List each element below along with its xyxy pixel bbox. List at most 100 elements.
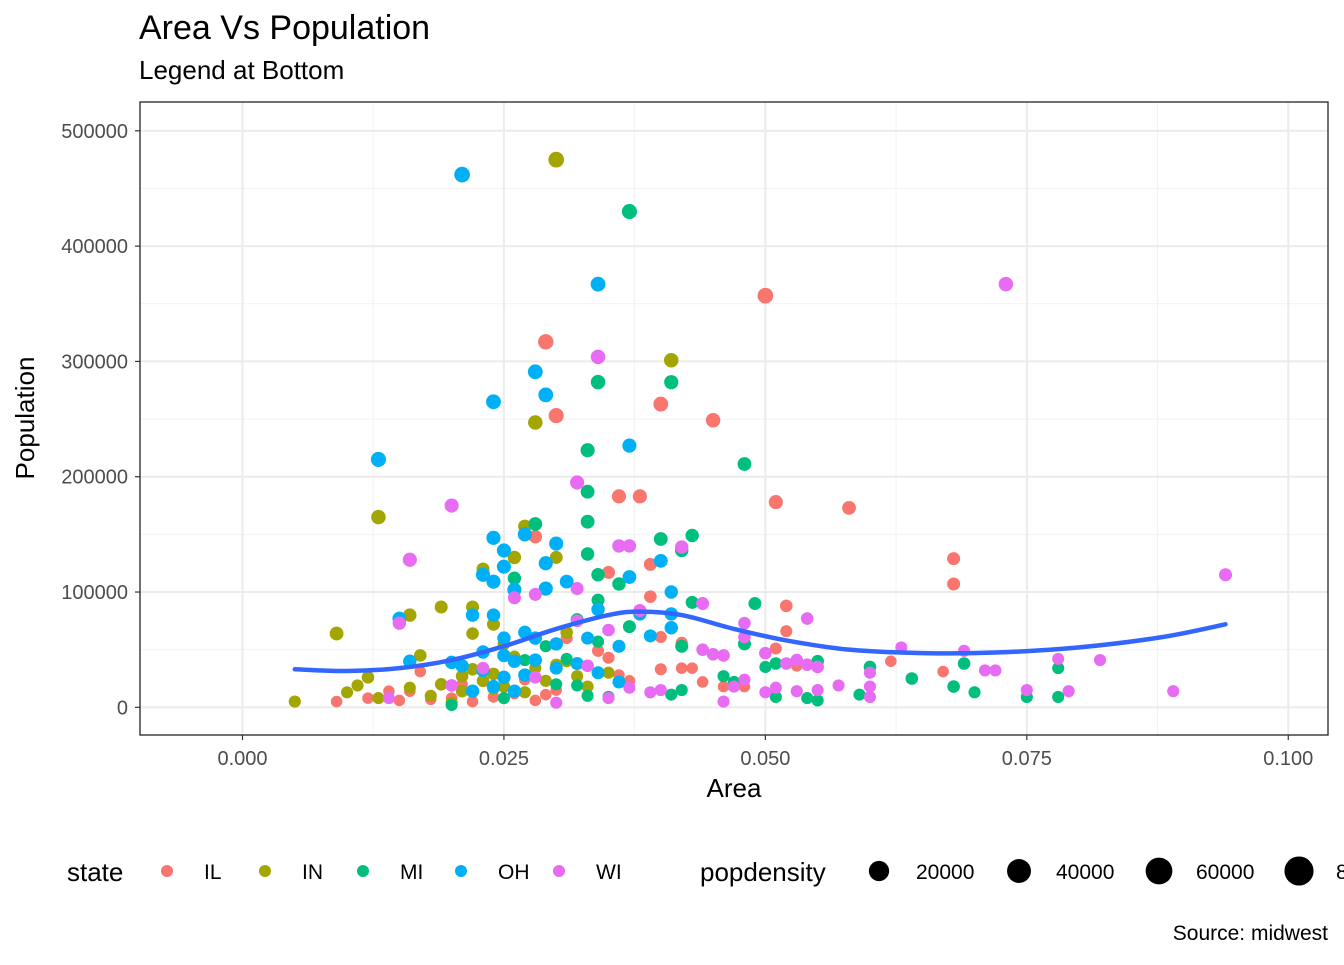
data-point-oh [538,387,554,403]
x-tick-label: 0.050 [740,748,790,770]
data-point-oh [465,684,480,698]
data-point-wi [590,349,606,365]
data-point-mi [528,517,543,531]
data-point-wi [800,658,814,671]
legend-state-title: state [67,857,123,887]
data-point-oh [486,530,501,545]
data-point-wi [612,539,626,553]
data-point-il [885,655,897,667]
data-point-in [549,550,563,564]
y-tick-label: 100000 [61,582,128,604]
data-point-il [654,630,667,644]
x-tick-label: 0.025 [479,748,529,770]
data-point-wi [382,692,395,705]
data-point-wi [738,673,751,686]
legend-size-keys: 20000 40000 60000 80000 [868,856,1344,886]
x-axis: 0.000 0.025 0.050 0.075 0.100 [217,735,1313,770]
data-point-oh [570,656,584,671]
data-point-mi [968,686,981,699]
data-point-wi [696,643,709,656]
data-point-il [757,287,774,304]
data-point-oh [591,602,605,617]
smooth-trend-line [292,609,1228,674]
legend-label-oh: OH [498,861,530,884]
data-point-wi [706,647,720,661]
data-point-oh [465,608,480,622]
data-point-in [455,669,469,683]
data-point-oh [486,679,501,694]
data-point-mi [539,640,552,653]
data-point-mi [550,678,563,691]
data-point-il [779,599,793,613]
data-point-in [507,550,522,565]
data-point-in [497,680,511,693]
data-point-wi [1052,652,1065,665]
data-point-il [769,642,782,655]
data-point-wi [738,616,751,630]
data-point-oh [591,666,605,680]
data-point-wi [623,681,636,694]
data-point-in [548,151,565,168]
data-point-mi [571,679,584,692]
data-point-wi [717,649,730,662]
data-point-wi [1062,685,1075,698]
data-point-oh [538,556,553,571]
data-point-wi [811,660,824,674]
data-point-il [675,662,688,674]
data-point-in [434,600,448,614]
data-point-il [591,644,605,657]
data-point-oh [370,451,386,467]
data-point-in [434,677,448,691]
legend-size-label: 40000 [1056,861,1114,884]
data-point-mi [580,443,595,458]
data-point-il [414,665,427,678]
data-point-mi [664,375,679,390]
data-point-wi [674,540,689,554]
data-point-wi [445,679,458,692]
data-point-wi [602,692,615,705]
chart-title: Area Vs Population [139,9,430,47]
data-point-in [455,684,469,698]
data-point-wi [550,696,563,709]
data-point-wi [507,591,521,605]
data-point-wi [978,664,992,677]
data-point-oh [664,585,678,599]
data-point-il [548,408,564,424]
data-point-mi [591,568,605,582]
data-point-oh [538,581,553,596]
data-point-wi [1020,683,1033,697]
data-point-oh [518,625,532,640]
y-axis: 0 100000 200000 300000 400000 500000 [61,121,140,719]
data-point-mi [853,688,866,701]
legend-size-key [868,860,890,882]
data-point-il [768,495,783,510]
data-point-in [560,626,573,639]
data-point-mi [801,692,814,705]
data-point-oh [518,668,532,682]
data-point-il [654,663,667,676]
data-point-il [529,694,542,707]
data-point-wi [863,666,877,679]
data-point-oh [590,276,606,292]
data-point-mi [580,547,595,561]
data-point-in [403,608,417,622]
data-point-in [329,626,344,641]
data-point-oh [549,536,564,551]
data-point-mi [957,657,971,670]
data-point-mi [665,688,678,701]
data-point-wi [644,686,657,699]
legend-key-wi [553,865,565,877]
data-point-il [937,665,949,678]
data-point-mi [497,692,510,705]
data-point-oh [653,553,668,568]
data-point-wi [790,685,803,698]
data-point-mi [905,672,919,685]
data-point-in [288,695,301,708]
data-point-wi [811,683,824,697]
data-point-wi [696,597,710,611]
data-point-in [466,627,479,640]
data-point-wi [998,276,1014,292]
y-tick-label: 200000 [61,467,128,489]
data-point-il [696,676,709,688]
data-point-mi [653,532,668,546]
